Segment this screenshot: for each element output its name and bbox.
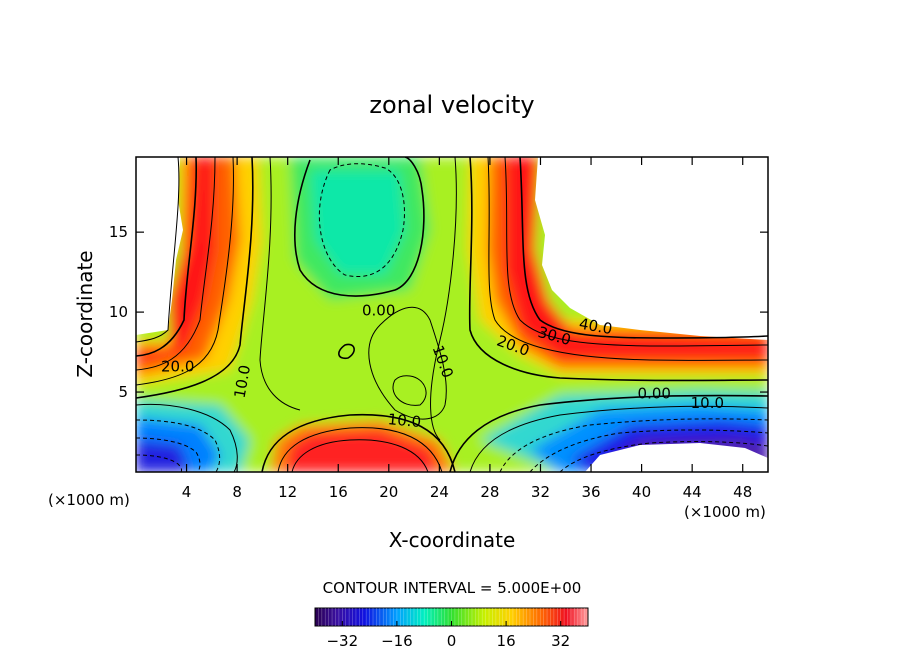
colorbar-tick-label: −32: [326, 632, 358, 650]
contour-label: 20.0: [161, 357, 194, 375]
contour-label: 10.0: [691, 394, 724, 412]
colorbar-tick-label: 0: [447, 632, 457, 650]
colorbar-tick-label: 32: [551, 632, 570, 650]
y-tick-label: 15: [109, 223, 128, 241]
x-tick-label: 16: [329, 483, 348, 501]
contour-label: 40.0: [578, 315, 614, 339]
x-axis: 4 8 12 16 20 24 28 32 36 40 44 48: [182, 157, 752, 501]
x-tick-label: 4: [182, 483, 192, 501]
contour-label: 0.00: [362, 301, 395, 319]
x-tick-label: 24: [430, 483, 449, 501]
contour-lines: [136, 157, 768, 472]
colorbar-tick-label: −16: [381, 632, 413, 650]
contour-label: 0.00: [638, 384, 671, 402]
x-tick-label: 40: [632, 483, 651, 501]
x-unit-label-right: (×1000 m): [684, 503, 766, 521]
blank-region-lower-right: [585, 443, 768, 472]
y-axis-title: Z-coordinate: [73, 250, 97, 377]
x-tick-label: 20: [379, 483, 398, 501]
x-tick-label: 12: [278, 483, 297, 501]
x-tick-label: 32: [531, 483, 550, 501]
x-tick-label: 28: [480, 483, 499, 501]
x-tick-label: 44: [683, 483, 702, 501]
x-tick-label: 48: [733, 483, 752, 501]
x-axis-title: X-coordinate: [389, 528, 516, 552]
x-tick-label: 36: [581, 483, 600, 501]
contour-interval-text: CONTOUR INTERVAL = 5.000E+00: [323, 579, 582, 597]
blank-regions: [136, 157, 768, 472]
blank-region-upper-right: [535, 157, 768, 340]
y-axis: 5 10 15: [109, 223, 768, 401]
contour-label: 10.0: [231, 364, 255, 400]
x-tick-label: 8: [232, 483, 242, 501]
chart-title: zonal velocity: [369, 91, 534, 119]
colorbar-tick-label: 16: [497, 632, 516, 650]
colorbar-stripes: [318, 608, 585, 626]
plot-frame: [135, 156, 769, 473]
x-unit-label-left: (×1000 m): [48, 491, 130, 509]
colorbar-ticks: −32 −16 0 16 32: [326, 621, 570, 650]
y-tick-label: 10: [109, 303, 128, 321]
contour-label: 10.0: [387, 410, 422, 431]
y-tick-label: 5: [118, 383, 128, 401]
